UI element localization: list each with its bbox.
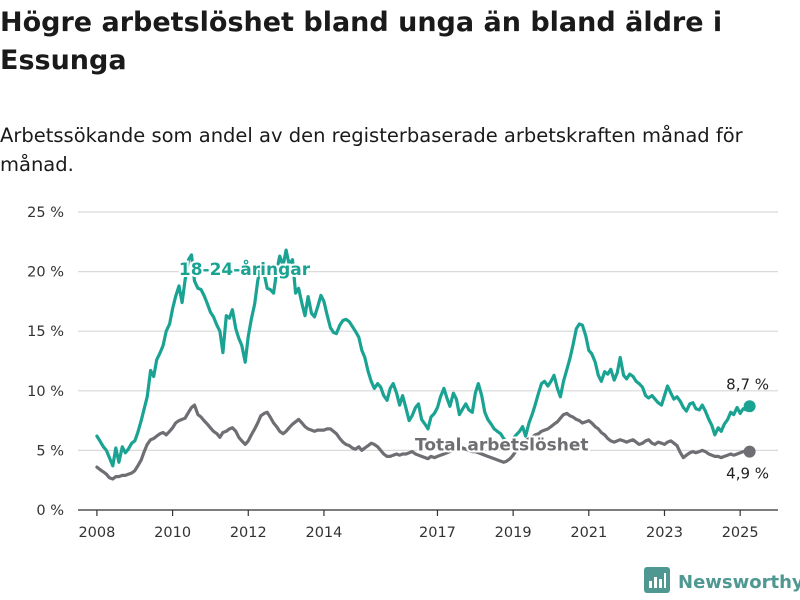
chart-subtitle: Arbetssökande som andel av den registerb… [0,124,743,176]
x-tick-label: 2023 [646,525,683,541]
x-tick-label: 2014 [305,525,342,541]
chart-title: Högre arbetslöshet bland unga än bland ä… [0,7,723,76]
end-point-total [743,445,756,458]
series-label-total: Total arbetslöshet [415,435,589,455]
brand-logo: Newsworthy [644,567,800,597]
end-point-youth [743,400,756,413]
x-tick-label: 2010 [154,525,191,541]
x-tick-label: 2017 [419,525,456,541]
y-tick-label: 5 % [36,443,64,459]
series-line-youth [95,248,752,468]
x-tick-label: 2019 [495,525,532,541]
x-tick-label: 2008 [78,525,115,541]
brand-name: Newsworthy [678,571,800,593]
y-tick-label: 0 % [36,503,64,519]
axes: 0 % 5 % 10 % 15 % 20 % 25 % 2008 2010 2012 2014 20… [27,205,778,541]
y-tick-label: 10 % [27,384,64,400]
x-tick-label: 2025 [722,525,759,541]
line-chart: 0 % 5 % 10 % 15 % 20 % 25 % 2008 2010 2012 2014 20… [27,205,778,541]
y-tick-label: 20 % [27,265,64,281]
series-label-youth: 18-24-åringar [179,258,311,280]
x-tick-label: 2021 [570,525,607,541]
newsworthy-logo-icon [644,567,670,597]
gridlines [78,211,778,511]
y-tick-label: 15 % [27,324,64,340]
y-tick-label: 25 % [27,205,64,221]
end-label-total: 4,9 % [726,465,769,483]
series-lines [95,248,756,481]
x-tick-label: 2012 [230,525,267,541]
series-line-total [95,403,752,481]
annotations: 18-24-åringar Total arbetslöshet 8,7 % 4,9 … [177,256,769,483]
end-label-youth: 8,7 % [726,375,769,393]
